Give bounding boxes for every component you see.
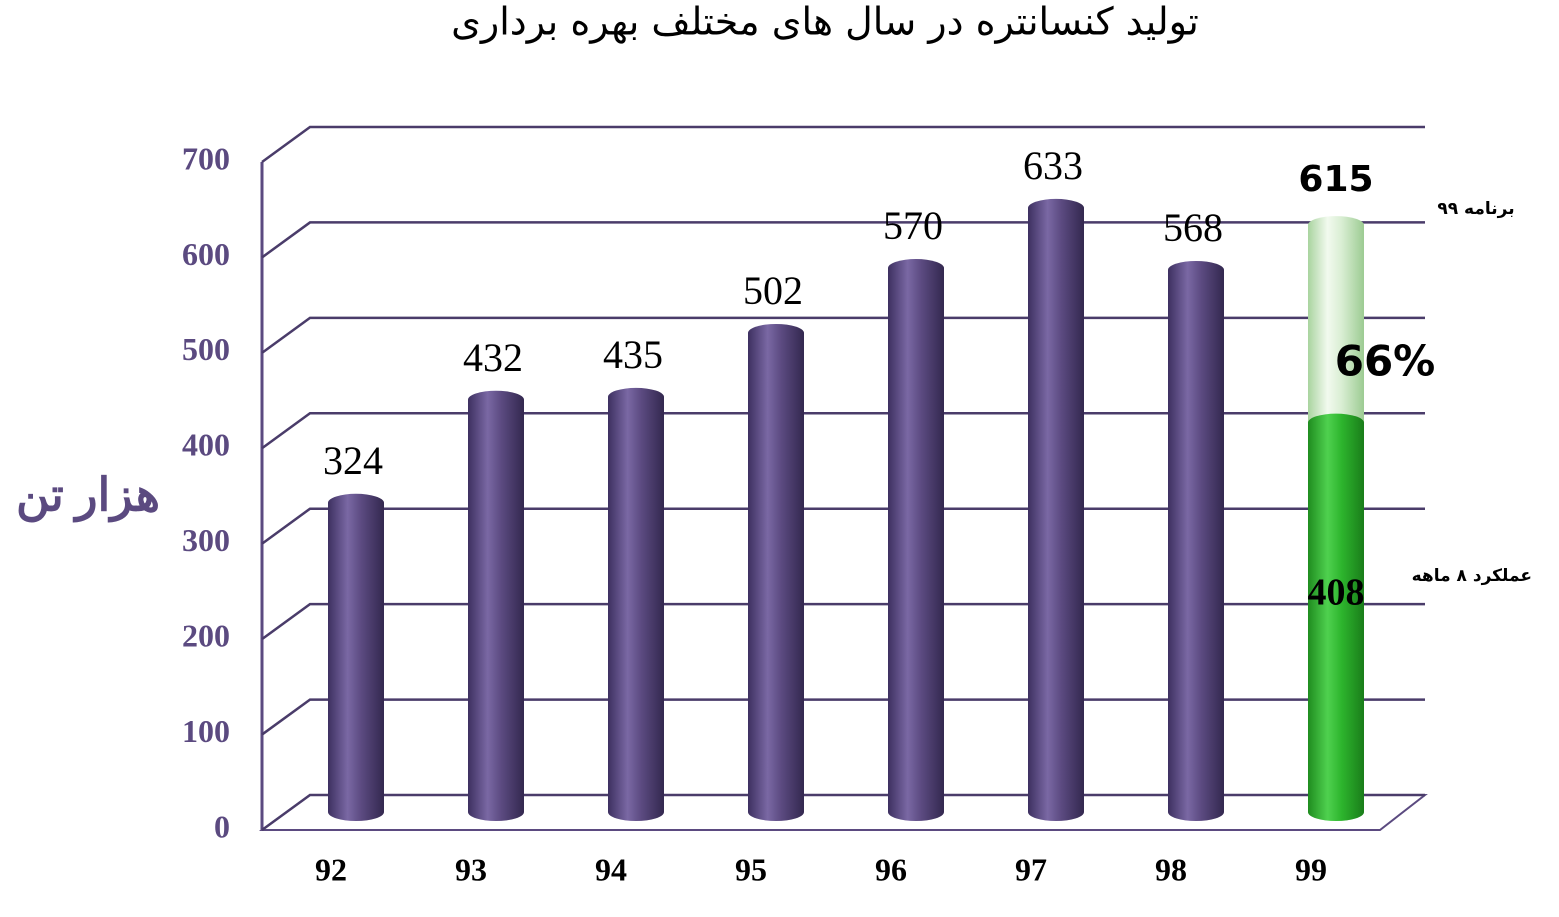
value-label: 432 [463, 335, 523, 380]
value-label: 568 [1163, 205, 1223, 250]
y-axis-label: هزار تن [16, 470, 160, 523]
grid-line [261, 602, 1425, 641]
bar [328, 493, 384, 821]
plan-name: برنامه ۹۹ [1437, 199, 1514, 219]
bar [1308, 413, 1364, 821]
value-label: 408 [1308, 572, 1365, 614]
y-tick-label: 700 [182, 140, 230, 176]
grid-line [261, 316, 1425, 354]
y-tick-label: 500 [182, 331, 230, 367]
grid-line [261, 221, 1425, 259]
share-label: 66% [1335, 337, 1436, 386]
y-tick-label: 200 [182, 617, 230, 653]
y-tick-label: 0 [214, 808, 230, 844]
bar [748, 323, 804, 821]
x-tick-label: 95 [735, 851, 767, 887]
grid-line [261, 125, 1425, 164]
value-label: 633 [1023, 143, 1083, 188]
value-label: 502 [743, 268, 803, 313]
bar [888, 259, 944, 821]
x-tick-label: 97 [1015, 851, 1047, 887]
y-tick-label: 300 [182, 522, 230, 558]
x-tick-label: 92 [315, 851, 347, 887]
value-label: 570 [883, 203, 943, 248]
bar [608, 387, 664, 821]
actual-name: عملکرد ۸ ماهه [1412, 566, 1532, 586]
y-tick-label: 100 [182, 713, 230, 749]
grid-line [261, 698, 1425, 736]
floor [258, 794, 1428, 831]
y-tick-label: 400 [182, 427, 230, 463]
value-label: 435 [603, 332, 663, 377]
grid-line [261, 412, 1425, 450]
chart-title: تولید کنسانتره در سال های مختلف بهره برد… [451, 0, 1199, 45]
x-tick-label: 93 [455, 851, 487, 887]
bar [1028, 198, 1084, 822]
grid-line [261, 507, 1425, 545]
x-tick-label: 94 [595, 851, 627, 887]
bar [1168, 260, 1224, 822]
x-tick-label: 96 [875, 851, 907, 887]
x-tick-label: 98 [1155, 851, 1187, 887]
plan-label: 615 [1298, 159, 1373, 200]
bar [468, 390, 524, 821]
value-label: 324 [323, 438, 383, 483]
y-tick-label: 600 [182, 236, 230, 272]
x-tick-label: 99 [1295, 851, 1327, 887]
